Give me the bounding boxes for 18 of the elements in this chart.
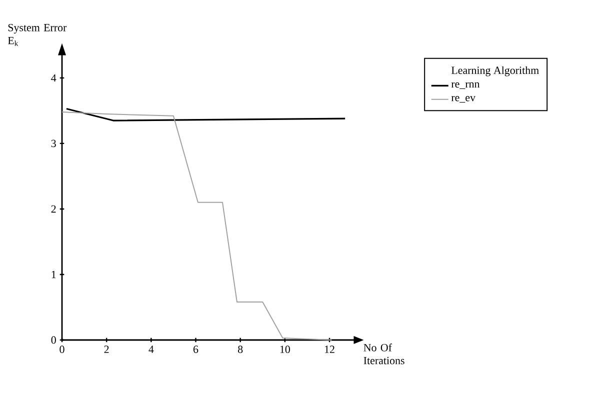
x-tick-label: 8	[238, 346, 243, 354]
legend-label: re_ev	[451, 96, 476, 103]
x-tick-label: 10	[280, 346, 290, 354]
y-tick-label: 4	[51, 74, 56, 82]
x-tick-label: 12	[324, 346, 334, 353]
x-tick-label: 6	[193, 346, 198, 354]
line-series	[62, 112, 332, 340]
x-axis-title: No Of Iterations	[364, 344, 404, 364]
legend-title: Learning Algorithm	[451, 66, 539, 76]
x-tick-label: 4	[148, 346, 154, 353]
x-tick-label: 2	[104, 346, 109, 353]
y-tick-label: 0	[51, 336, 56, 344]
y-tick-label: 1	[52, 270, 56, 278]
y-axis-title: System Error E$_{k}$	[8, 24, 67, 46]
y-tick-label: 2	[51, 205, 56, 213]
x-tick-label: 0	[60, 346, 64, 354]
legend-label: re_rnn	[451, 82, 480, 89]
y-tick-label: 3	[51, 140, 56, 148]
